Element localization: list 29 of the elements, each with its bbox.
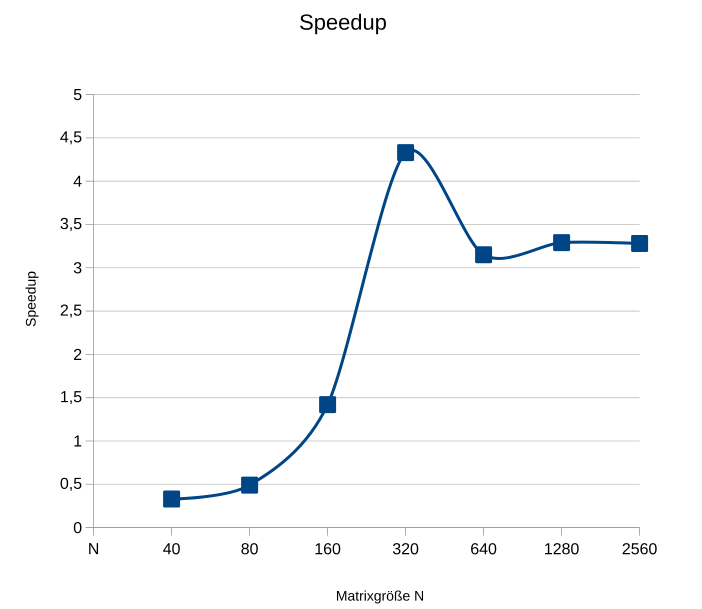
x-tick-label: 2560 bbox=[622, 543, 657, 554]
point bbox=[163, 490, 180, 508]
x-tick-label: N bbox=[89, 543, 98, 554]
point bbox=[553, 234, 570, 252]
y-tick-label: 0,5 bbox=[60, 478, 82, 491]
y-tick-label: 5 bbox=[74, 89, 82, 100]
point bbox=[475, 246, 492, 264]
x-tick-label: 320 bbox=[392, 543, 418, 554]
x-tick-label: 160 bbox=[316, 543, 340, 554]
point bbox=[241, 476, 258, 494]
y-tick-label: 0 bbox=[74, 522, 82, 534]
x-axis-title: Matrixgröße N bbox=[336, 590, 424, 604]
y-tick-label: 1,5 bbox=[61, 391, 82, 404]
y-tick-label: 3 bbox=[74, 262, 82, 274]
point bbox=[397, 144, 414, 162]
y-axis-title: Speedup bbox=[26, 272, 39, 326]
x-tick-label: 40 bbox=[163, 543, 180, 554]
y-tick-label: 4 bbox=[74, 176, 82, 187]
y-tick-label: 2 bbox=[74, 348, 82, 360]
y-tick-label: 2,5 bbox=[60, 304, 82, 318]
chart-title: Speedup bbox=[300, 14, 386, 34]
x-tick-label: 640 bbox=[471, 543, 496, 554]
y-tick-label: 4,5 bbox=[60, 131, 82, 144]
y-tick-label: 3,5 bbox=[60, 218, 82, 232]
y-tick-label: 1 bbox=[74, 435, 82, 446]
x-tick-label: 80 bbox=[241, 543, 258, 554]
x-tick-label: 1280 bbox=[545, 543, 579, 554]
point bbox=[319, 396, 336, 414]
point bbox=[631, 235, 648, 252]
